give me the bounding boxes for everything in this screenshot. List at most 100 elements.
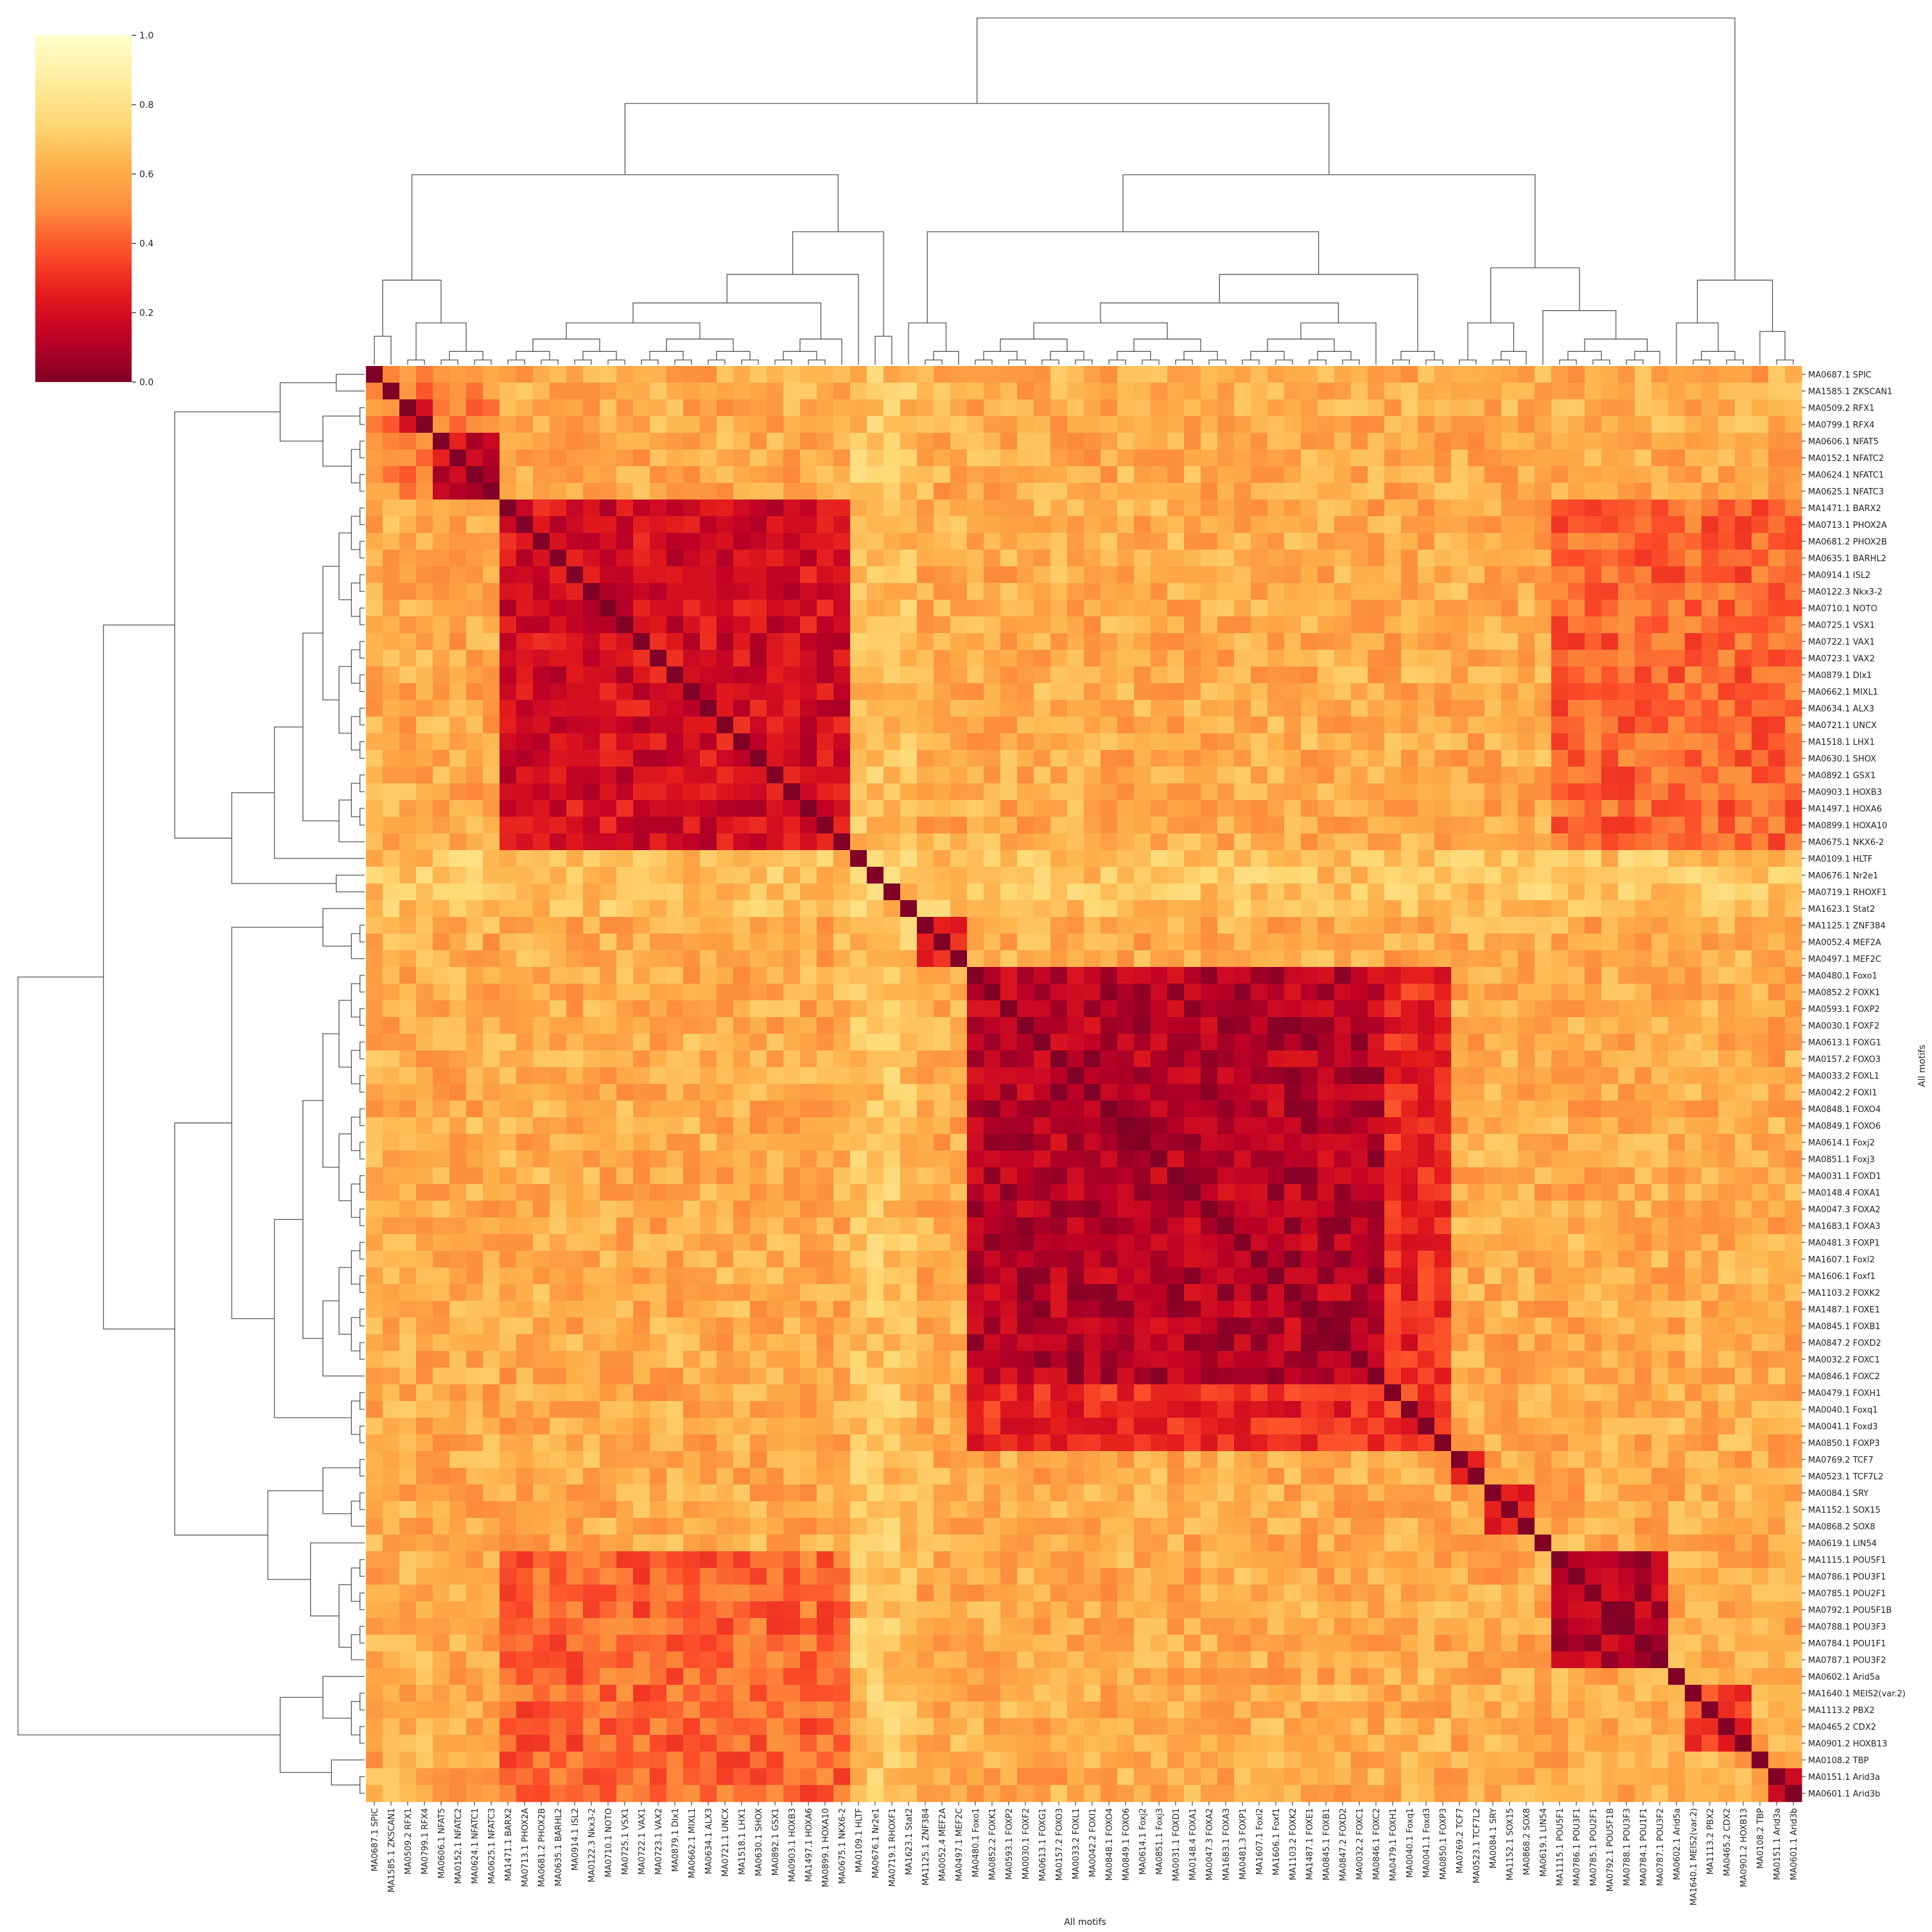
heatmap-cell (833, 934, 851, 951)
heatmap-cell (683, 600, 701, 617)
heatmap-cell (449, 483, 467, 500)
heatmap-cell (433, 984, 450, 1001)
heatmap-cell (867, 1034, 884, 1051)
heatmap-cell (1251, 433, 1268, 450)
heatmap-cell (1701, 1000, 1719, 1018)
heatmap-cell (1468, 1017, 1485, 1034)
heatmap-cell (1418, 767, 1435, 784)
heatmap-cell (783, 950, 801, 968)
heatmap-cell (1501, 950, 1519, 968)
heatmap-cell (1318, 934, 1335, 951)
heatmap-cell (449, 733, 467, 751)
heatmap-cell (1017, 1167, 1034, 1185)
heatmap-cell (1067, 967, 1084, 984)
heatmap-cell (1267, 1084, 1285, 1101)
heatmap-cell (500, 850, 517, 867)
heatmap-cell (1551, 1167, 1569, 1185)
heatmap-cell (1134, 867, 1151, 884)
heatmap-cell (1518, 1184, 1535, 1201)
heatmap-cell (1050, 717, 1068, 734)
heatmap-cell (633, 1167, 650, 1185)
heatmap-cell (399, 1167, 417, 1185)
heatmap-cell (1301, 383, 1318, 400)
heatmap-cell (516, 900, 534, 918)
heatmap-cell (1601, 833, 1619, 851)
heatmap-cell (449, 1134, 467, 1151)
heatmap-cell (600, 1050, 617, 1068)
heatmap-cell (1685, 500, 1702, 517)
heatmap-cell (934, 733, 951, 751)
heatmap-cell (483, 449, 500, 467)
heatmap-cell (1251, 867, 1268, 884)
heatmap-cell (600, 399, 617, 417)
heatmap-cell (1601, 1234, 1619, 1251)
heatmap-cell (1484, 383, 1502, 400)
heatmap-cell (1701, 1034, 1719, 1051)
heatmap-cell (1468, 700, 1485, 717)
heatmap-cell (1101, 833, 1118, 851)
heatmap-cell (1735, 1050, 1752, 1068)
heatmap-cell (616, 850, 634, 867)
heatmap-cell (700, 867, 717, 884)
heatmap-cell (783, 1201, 801, 1218)
heatmap-cell (1484, 1267, 1502, 1285)
heatmap-cell (950, 767, 968, 784)
heatmap-cell (1084, 416, 1101, 433)
heatmap-cell (1351, 516, 1368, 534)
heatmap-cell (650, 717, 667, 734)
heatmap-cell (934, 934, 951, 951)
heatmap-cell (650, 399, 667, 417)
heatmap-cell (1217, 1117, 1235, 1135)
heatmap-cell (717, 1000, 734, 1018)
heatmap-cell (1284, 1267, 1301, 1285)
heatmap-cell (717, 1101, 734, 1118)
heatmap-cell (750, 399, 767, 417)
heatmap-cell (917, 1267, 934, 1285)
heatmap-cell (583, 666, 600, 684)
heatmap-cell (1351, 483, 1368, 500)
heatmap-cell (1301, 850, 1318, 867)
heatmap-cell (1368, 399, 1385, 417)
heatmap-cell (1167, 1184, 1185, 1201)
heatmap-cell (1201, 1217, 1218, 1235)
heatmap-cell (1685, 1167, 1702, 1185)
heatmap-cell (700, 750, 717, 767)
heatmap-cell (366, 1167, 383, 1185)
heatmap-cell (1434, 1084, 1452, 1101)
heatmap-cell (1217, 383, 1235, 400)
heatmap-cell (750, 1101, 767, 1118)
heatmap-cell (683, 783, 701, 801)
heatmap-cell (583, 1117, 600, 1135)
heatmap-cell (500, 666, 517, 684)
heatmap-cell (1034, 767, 1051, 784)
heatmap-cell (600, 466, 617, 483)
heatmap-cell (1184, 1034, 1201, 1051)
heatmap-cell (850, 1034, 867, 1051)
heatmap-cell (1000, 867, 1018, 884)
heatmap-cell (1668, 950, 1685, 968)
heatmap-cell (1451, 416, 1468, 433)
heatmap-cell (1451, 633, 1468, 650)
heatmap-cell (1034, 1184, 1051, 1201)
heatmap-cell (683, 1034, 701, 1051)
heatmap-cell (1501, 833, 1519, 851)
heatmap-cell (1151, 616, 1168, 634)
heatmap-cell (1318, 800, 1335, 817)
heatmap-cell (1484, 666, 1502, 684)
heatmap-cell (1635, 950, 1652, 968)
heatmap-cell (1434, 1234, 1452, 1251)
heatmap-cell (1685, 984, 1702, 1001)
heatmap-cell (1234, 817, 1251, 834)
heatmap-cell (1735, 750, 1752, 767)
heatmap-cell (466, 1217, 483, 1235)
heatmap-cell (800, 783, 817, 801)
heatmap-cell (1668, 399, 1685, 417)
heatmap-cell (1017, 984, 1034, 1001)
heatmap-cell (1234, 416, 1251, 433)
heatmap-cell (1351, 566, 1368, 584)
heatmap-cell (900, 466, 918, 483)
heatmap-cell (1234, 583, 1251, 600)
heatmap-cell (399, 900, 417, 918)
heatmap-cell (416, 600, 433, 617)
heatmap-cell (616, 1134, 634, 1151)
